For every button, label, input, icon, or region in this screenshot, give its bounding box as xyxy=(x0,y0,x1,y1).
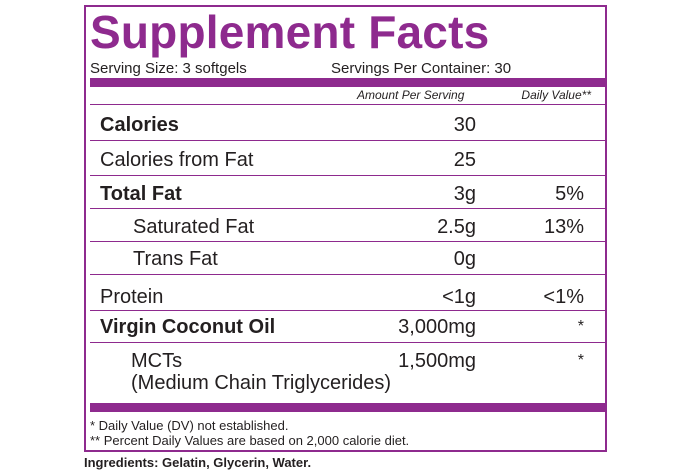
bottom-divider-bar xyxy=(90,403,605,412)
nutrient-amount: <1g xyxy=(442,286,476,308)
panel-title: Supplement Facts xyxy=(90,6,490,58)
nutrient-name: Trans Fat xyxy=(133,248,218,270)
column-header-daily-value: Daily Value** xyxy=(521,88,591,102)
ingredients-line: Ingredients: Gelatin, Glycerin, Water. xyxy=(84,455,312,470)
row-divider xyxy=(90,342,605,343)
supplement-facts-panel: Supplement Facts Serving Size: 3 softgel… xyxy=(84,5,607,452)
row-divider xyxy=(90,310,605,311)
nutrient-name: Calories xyxy=(100,114,179,136)
nutrient-daily-value: 13% xyxy=(543,216,584,238)
nutrient-name: Total Fat xyxy=(100,183,182,205)
nutrient-daily-value: * xyxy=(577,352,584,369)
nutrient-daily-value: 5% xyxy=(555,183,584,205)
nutrient-amount: 3,000mg xyxy=(398,316,476,338)
nutrient-daily-value: <1% xyxy=(543,286,584,308)
column-header-amount: Amount Per Serving xyxy=(357,88,465,102)
nutrient-name: Virgin Coconut Oil xyxy=(100,316,276,338)
row-divider xyxy=(90,175,605,176)
nutrient-amount: 1,500mg xyxy=(398,350,476,372)
row-divider xyxy=(90,140,605,141)
footnote-dv-not-established: * Daily Value (DV) not established. xyxy=(90,418,289,433)
row-divider xyxy=(90,274,605,275)
nutrient-name: MCTs xyxy=(131,350,183,372)
nutrient-amount: 2.5g xyxy=(437,216,476,238)
row-divider xyxy=(90,104,605,105)
row-divider xyxy=(90,241,605,242)
nutrient-name: Calories from Fat xyxy=(100,149,254,171)
nutrient-daily-value: * xyxy=(577,318,584,335)
nutrient-amount: 3g xyxy=(453,183,476,205)
footnote-percent-daily-values: ** Percent Daily Values are based on 2,0… xyxy=(90,433,410,448)
nutrient-amount: 0g xyxy=(453,248,476,270)
row-divider xyxy=(90,208,605,209)
nutrient-amount: 30 xyxy=(453,114,476,136)
nutrient-amount: 25 xyxy=(453,149,476,171)
nutrient-name: Saturated Fat xyxy=(133,216,255,238)
nutrient-name: Protein xyxy=(100,286,164,308)
servings-per-container: Servings Per Container: 30 xyxy=(331,60,512,77)
serving-size: Serving Size: 3 softgels xyxy=(90,60,247,77)
nutrient-name-line2: (Medium Chain Triglycerides) xyxy=(131,372,392,394)
top-divider-bar xyxy=(90,78,605,87)
